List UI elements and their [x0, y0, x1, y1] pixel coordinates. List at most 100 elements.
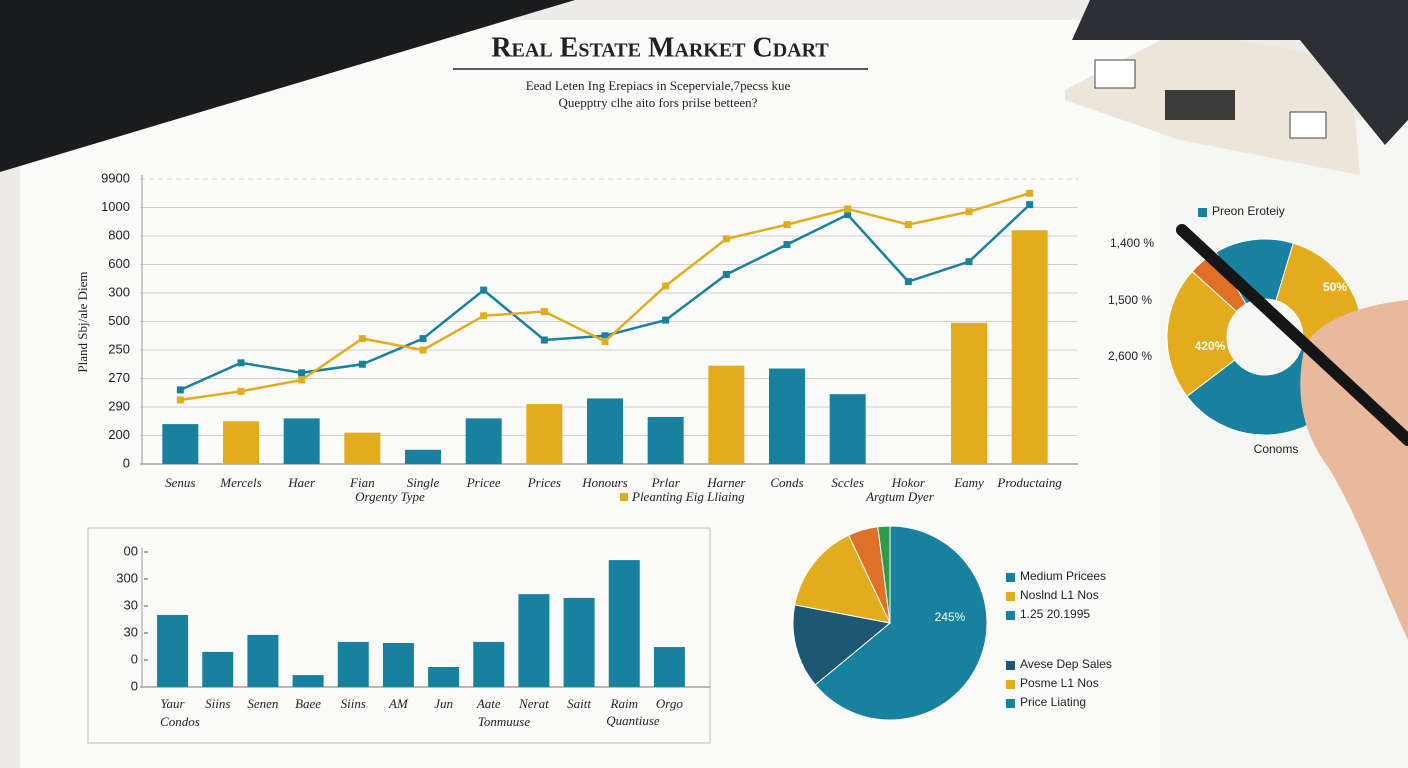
point: [480, 286, 488, 294]
legend-swatch: [1006, 573, 1015, 582]
x-tick-label: Haer: [287, 475, 316, 490]
subtitle: Eead Leten Ing Erepiacs in Sceperviale,7…: [526, 78, 791, 93]
bar: [518, 594, 550, 687]
x-tick-label: Saitt: [567, 696, 591, 711]
bar: [526, 404, 563, 464]
house-door: [1165, 90, 1235, 120]
y-tick-label: 500: [108, 313, 130, 328]
legend-swatch: [1006, 592, 1015, 601]
y-tick-label: 30: [124, 624, 138, 639]
point: [662, 316, 670, 324]
bar: [769, 368, 805, 464]
annotation: 420%: [1195, 339, 1226, 353]
annotation: 1,400 %: [1110, 236, 1154, 250]
legend-label: Preon Eroteiy: [1212, 204, 1285, 218]
point: [358, 360, 366, 368]
legend-swatch: [1198, 208, 1207, 217]
x-tick-label: Aate: [476, 696, 501, 711]
x-axis-label: Orgenty Type: [355, 489, 425, 504]
bar: [647, 416, 684, 464]
point: [662, 282, 670, 290]
annotation: Condos: [160, 714, 200, 729]
x-tick-label: Mercels: [219, 475, 261, 490]
point: [298, 376, 306, 384]
bar: [344, 432, 381, 464]
annotation: 245%: [935, 610, 966, 624]
legend-label: Medium Pricees: [1020, 569, 1106, 583]
point: [237, 387, 245, 395]
annotation: Quantiuse: [606, 713, 660, 728]
bar: [951, 322, 987, 464]
house-window: [1289, 111, 1327, 139]
y-tick-label: 800: [108, 227, 130, 242]
bar: [283, 418, 320, 464]
x-tick-label: Siins: [205, 696, 230, 711]
bar: [473, 641, 505, 687]
bar: [247, 634, 279, 687]
point: [1026, 189, 1034, 197]
x-tick-label: Prlar: [651, 475, 681, 490]
x-tick-label: Siins: [341, 696, 366, 711]
x-tick-label: AM: [388, 696, 409, 711]
y-axis-label: Pland Sbj/ale Diem: [75, 271, 90, 372]
x-tick-label: Pricee: [466, 475, 501, 490]
point: [601, 337, 609, 345]
x-tick-label: Prices: [527, 475, 561, 490]
y-tick-label: 300: [108, 284, 130, 299]
x-tick-label: Honours: [581, 475, 628, 490]
point: [419, 346, 427, 354]
point: [904, 278, 912, 286]
annotation: Tonmuuse: [478, 714, 530, 729]
point: [844, 211, 852, 219]
y-tick-label: 1000: [101, 199, 130, 214]
x-tick-label: Harner: [706, 475, 746, 490]
annotation: Argtum Dyer: [865, 489, 935, 504]
point: [904, 221, 912, 229]
tablet: [0, 0, 575, 172]
house: [1065, 0, 1408, 175]
slice: [1166, 270, 1238, 397]
annotation: Conoms: [1254, 442, 1299, 456]
x-tick-label: Raim: [610, 696, 638, 711]
legend-swatch: [1006, 699, 1015, 708]
x-tick-label: Fian: [349, 475, 375, 490]
page-title: Real Estate Market Cdart: [491, 32, 829, 63]
slice: [1191, 251, 1247, 313]
point: [176, 386, 184, 394]
house-roof: [1072, 0, 1408, 145]
bar: [1011, 230, 1048, 464]
annotation: 1,500 %: [1108, 293, 1152, 307]
y-tick-label: 0: [131, 678, 138, 693]
legend-label: 1.25 20.1995: [1020, 607, 1090, 621]
x-tick-label: Orgo: [656, 696, 683, 711]
point: [783, 241, 791, 249]
bar: [405, 449, 441, 464]
slice: [814, 525, 988, 721]
panel-frame: [87, 527, 711, 744]
legend-label: Pleanting Eig Lliaing: [631, 489, 745, 504]
annotation: 2,600 %: [1108, 349, 1152, 363]
x-tick-label: Single: [407, 475, 440, 490]
legend-swatch: [1006, 680, 1015, 689]
x-tick-label: Baee: [295, 696, 321, 711]
point: [722, 270, 730, 278]
bar: [428, 667, 460, 687]
legend-swatch: [1006, 661, 1015, 670]
y-tick-label: 00: [124, 543, 138, 558]
slice: [792, 604, 892, 686]
x-tick-label: Conds: [770, 475, 803, 490]
bar: [653, 647, 685, 687]
hand: [1300, 300, 1408, 640]
point: [965, 258, 973, 266]
bar: [587, 398, 623, 464]
point: [1026, 201, 1034, 209]
x-tick-label: Senus: [165, 475, 195, 490]
bar: [829, 394, 866, 464]
legend-label: Posme L1 Nos: [1020, 676, 1099, 690]
bar: [202, 651, 234, 687]
bar: [382, 642, 414, 687]
bar: [157, 614, 189, 687]
legend-label: Avese Dep Sales: [1020, 657, 1112, 671]
x-tick-label: Productaing: [996, 475, 1062, 490]
